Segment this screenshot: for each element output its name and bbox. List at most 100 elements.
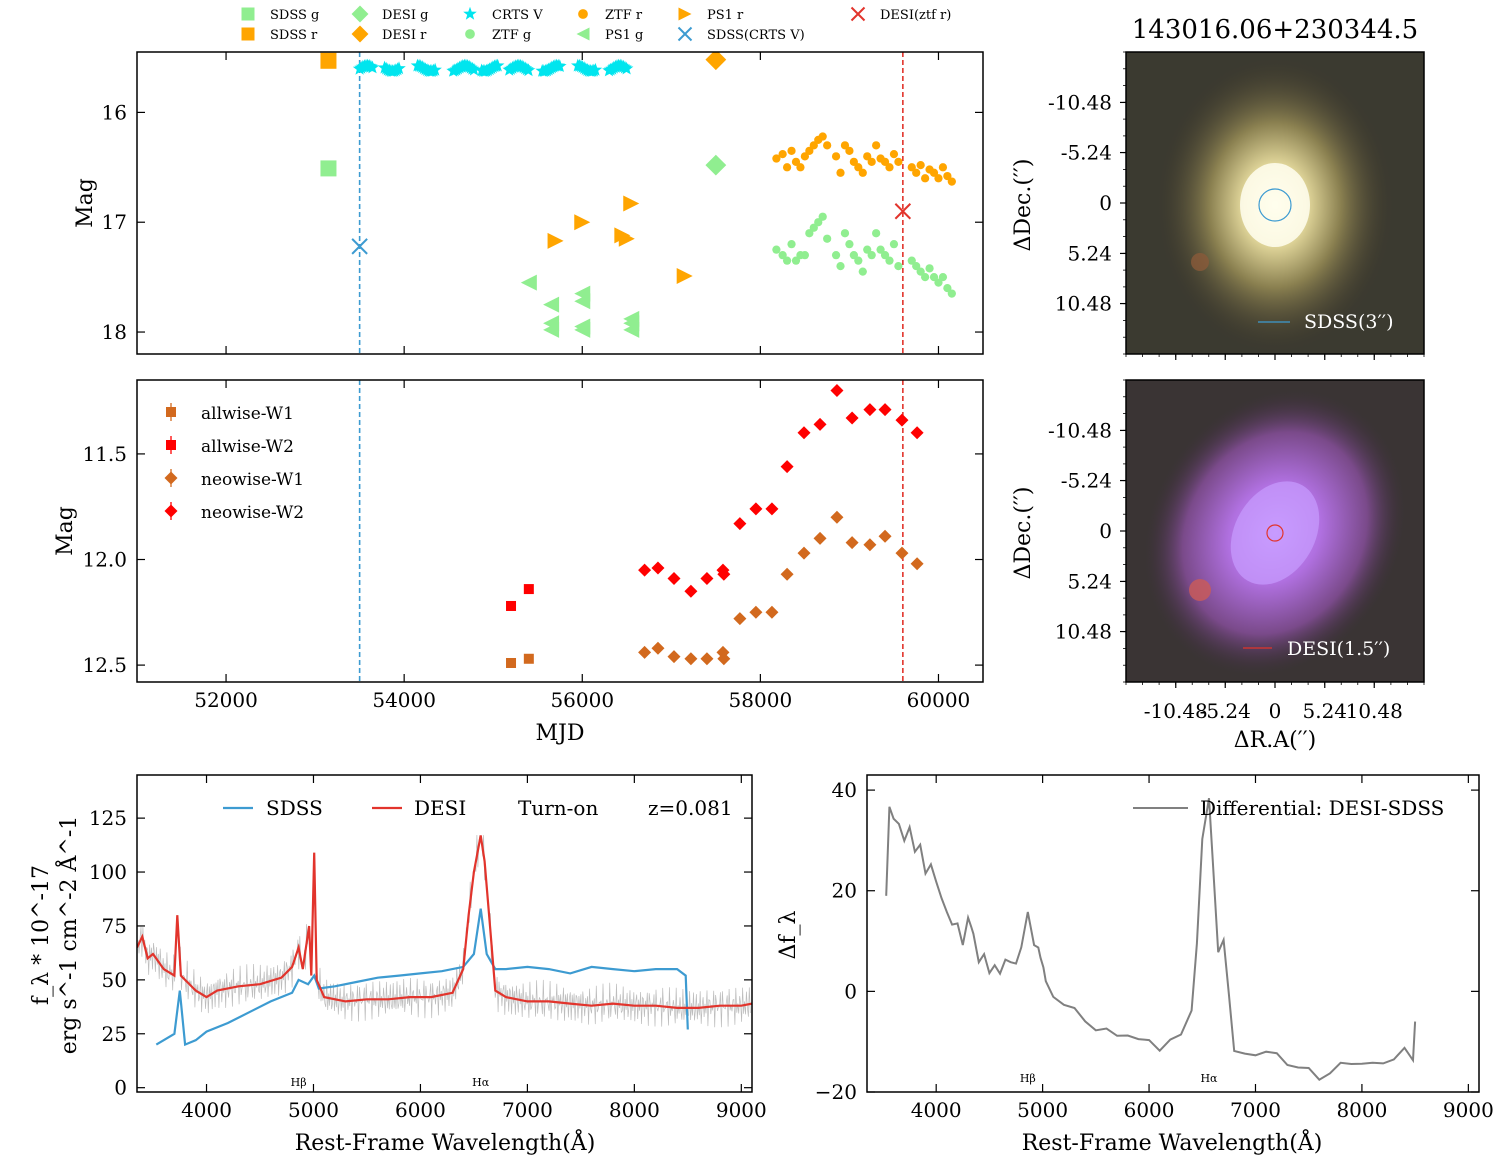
optical-ylabel: Mag [73, 178, 98, 228]
neowise-W2-point [780, 460, 794, 474]
crts-v-point [521, 63, 536, 77]
ztf-g-point [800, 251, 810, 260]
legend-marker [351, 25, 369, 43]
ps1-g-point [574, 321, 591, 338]
crts-v-point [588, 62, 603, 76]
neowise-W1-point [717, 652, 731, 666]
sdss-galaxy-core [1240, 163, 1310, 247]
ztf-r-point [920, 174, 930, 183]
ps1-r-point [547, 232, 564, 249]
wise-xlabel: MJD [536, 721, 585, 746]
sdss-image-ylabel: ΔDec.(′′) [1011, 158, 1036, 251]
neowise-W1-point [780, 567, 794, 581]
y-tick-label: 11.5 [82, 442, 127, 466]
neowise-W1-point [651, 641, 665, 655]
neowise-W1-point [813, 531, 827, 545]
ztf-g-point [863, 245, 872, 254]
desi-aperture-circle [1266, 524, 1284, 542]
ztf-g-point [894, 262, 903, 271]
desi-g-point [705, 154, 727, 176]
y-tick-label: 5.24 [1067, 569, 1112, 593]
ztf-r-point [912, 168, 921, 177]
neowise-W2-point [797, 426, 811, 440]
ps1-r-point [676, 268, 693, 285]
y-tick-label: 20 [832, 879, 857, 903]
y-tick-label: −20 [815, 1080, 857, 1104]
ztf-r-point [894, 157, 903, 166]
ztf-g-point [912, 262, 921, 271]
ztf-g-point [943, 283, 952, 293]
raw-spectrum-noise [137, 834, 751, 1028]
sdss-image-panel: 143016.06+230344.5 SDSS(3′′) -10.48 -5.24… [1011, 15, 1425, 360]
emission-line-label: Hα [472, 1076, 490, 1089]
legend-marker [578, 9, 588, 19]
legend-label: ZTF r [605, 8, 643, 23]
ztf-r-point [880, 157, 890, 166]
ztf-g-point [805, 229, 814, 238]
differential-axes-frame [866, 774, 1480, 1093]
legend-label: allwise-W1 [201, 404, 294, 424]
legend-optical: SDSS g SDSS r DESI g DESI r CRTS V ZTF g ZTF r… [241, 5, 951, 43]
crts-v-point [365, 60, 380, 74]
x-tick-label: 7000 [502, 1098, 553, 1122]
ztf-r-point [791, 157, 801, 166]
ztf-g-point [867, 251, 876, 260]
legend-marker [241, 27, 255, 41]
legend-label: SDSS(CRTS V) [707, 28, 805, 43]
ztf-r-point [809, 141, 818, 150]
ztf-g-point [934, 278, 943, 287]
legend-marker [465, 29, 475, 39]
y-tick-label: 5.24 [1067, 241, 1112, 265]
ztf-r-point [934, 174, 943, 183]
x-tick-label: 8000 [1336, 1098, 1387, 1122]
differential-panel: 4000 5000 6000 7000 8000 9000 −20 0 20 40 Hβ Hα Dif… [776, 774, 1494, 1156]
neowise-W1-point [765, 605, 779, 619]
crts-v-point [467, 62, 481, 76]
neowise-W1-point [845, 536, 859, 550]
legend-label: SDSS g [270, 8, 319, 23]
legend-marker [677, 26, 693, 42]
x-tick-label: 54000 [372, 688, 436, 712]
ztf-r-point [885, 163, 894, 172]
differential-spectrum-line [885, 798, 1417, 1081]
ztf-g-point [782, 256, 792, 265]
y-tick-label: 17 [102, 210, 127, 234]
desi-image-ylabel: ΔDec.(′′) [1011, 486, 1036, 579]
desi-ztf-r--point [894, 203, 912, 220]
allwise-W1-point [506, 657, 517, 668]
ztf-r-point [858, 168, 867, 177]
neowise-W2-point [667, 572, 681, 586]
y-tick-label: -10.48 [1048, 418, 1112, 442]
ztf-g-point [947, 289, 956, 298]
legend-label-sdss: SDSS [266, 796, 323, 820]
ztf-r-point [938, 163, 948, 172]
desi-spectrum-line [137, 835, 752, 1009]
legend-marker [164, 504, 178, 518]
desi-r-point [705, 52, 727, 71]
neowise-W1-point [863, 538, 877, 552]
legend-marker [164, 471, 178, 485]
y-tick-label: 16 [102, 100, 127, 124]
ps1-g-point [520, 274, 537, 291]
ztf-r-point [796, 163, 805, 172]
legend-label: DESI g [382, 8, 428, 23]
neowise-W2-point [765, 502, 779, 516]
x-tick-label: 6000 [1124, 1098, 1175, 1122]
neowise-W2-point [813, 417, 827, 431]
spectra-ylabel-line2: erg s^-1 cm^-2 Å^-1 [54, 816, 82, 1055]
annotation-turn-on: Turn-on [518, 796, 598, 820]
ztf-g-point [836, 262, 845, 271]
y-tick-label: -5.24 [1061, 141, 1112, 165]
x-tick-label: 56000 [550, 688, 614, 712]
ztf-r-point [929, 168, 939, 177]
spectra-ylabel-line1: f_λ * 10^-17 [29, 865, 54, 1005]
ztf-r-point [787, 146, 796, 155]
ztf-r-point [840, 141, 850, 150]
ps1-r-point [623, 195, 640, 212]
desi-galaxy-core [1230, 481, 1320, 585]
y-tick-label: 50 [102, 968, 127, 992]
ztf-g-point [929, 273, 939, 282]
ztf-r-point [863, 152, 872, 161]
sdss-neighbor-source [1191, 253, 1209, 271]
desi-neighbor-source [1189, 579, 1211, 601]
